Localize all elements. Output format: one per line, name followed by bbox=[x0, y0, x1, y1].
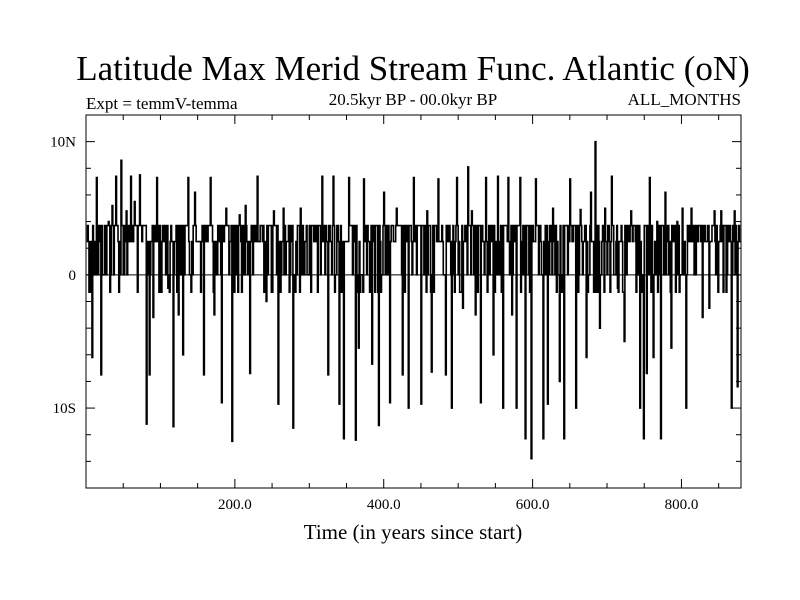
y-tick-label: 0 bbox=[69, 268, 77, 284]
x-ticks: 200.0 400.0 600.0 800.0 bbox=[122, 115, 720, 513]
y-ticks: 10N 0 10S bbox=[50, 135, 741, 462]
chart-title: Latitude Max Merid Stream Func. Atlantic… bbox=[76, 49, 750, 88]
months-label: ALL_MONTHS bbox=[628, 90, 741, 109]
x-tick-label: 200.0 bbox=[218, 497, 252, 513]
x-axis-label: Time (in years since start) bbox=[304, 520, 523, 544]
period-label: 20.5kyr BP - 00.0kyr BP bbox=[329, 90, 497, 109]
experiment-label: Expt = temmV-temma bbox=[86, 94, 238, 113]
x-tick-label: 800.0 bbox=[665, 497, 699, 513]
y-tick-label: 10S bbox=[53, 401, 76, 417]
x-tick-label: 400.0 bbox=[367, 497, 401, 513]
series-line bbox=[86, 140, 741, 460]
y-tick-label: 10N bbox=[50, 135, 76, 151]
x-tick-label: 600.0 bbox=[516, 497, 550, 513]
